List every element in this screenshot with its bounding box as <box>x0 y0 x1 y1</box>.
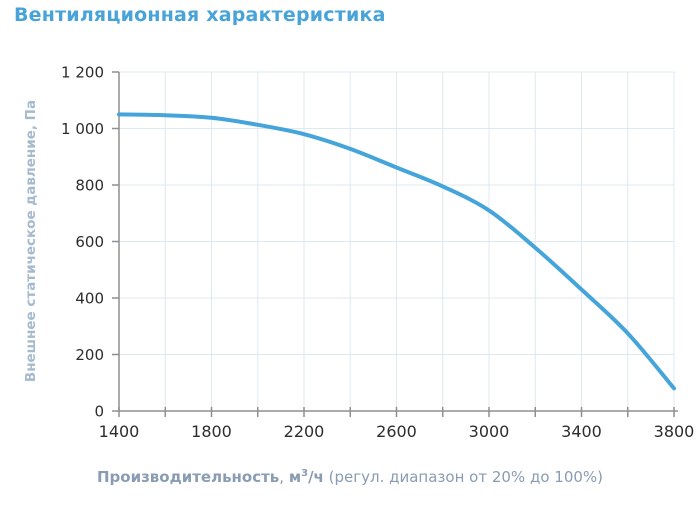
y-tick-label: 0 <box>94 403 104 421</box>
y-tick-label: 600 <box>75 233 104 251</box>
chart-title: Вентиляционная характеристика <box>14 4 386 26</box>
x-axis-title-separator: , <box>279 468 289 486</box>
x-axis-unit-superscript: 3 <box>301 468 309 479</box>
x-tick-label: 2200 <box>284 422 325 441</box>
x-axis-unit-base: м <box>288 468 302 486</box>
y-tick-label: 800 <box>75 177 104 195</box>
x-axis-title: Производительность, м3/ч (регул. диапазо… <box>0 468 700 486</box>
x-tick-label: 2600 <box>376 422 417 441</box>
y-tick-label: 1 200 <box>61 64 104 82</box>
x-axis-regulation-note: (регул. диапазон от 20% до 100%) <box>328 468 604 486</box>
y-tick-label: 400 <box>75 290 104 308</box>
x-tick-label: 1400 <box>99 422 140 441</box>
x-axis-title-name: Производительность <box>96 468 280 486</box>
x-axis-unit-rest: /ч <box>308 468 324 486</box>
x-tick-label: 3400 <box>561 422 602 441</box>
x-tick-label: 3000 <box>469 422 510 441</box>
y-tick-label: 200 <box>75 346 104 364</box>
x-tick-label: 3800 <box>654 422 695 441</box>
x-tick-label: 1800 <box>191 422 232 441</box>
fan-curve <box>117 112 676 391</box>
y-tick-label: 1 000 <box>61 120 104 138</box>
